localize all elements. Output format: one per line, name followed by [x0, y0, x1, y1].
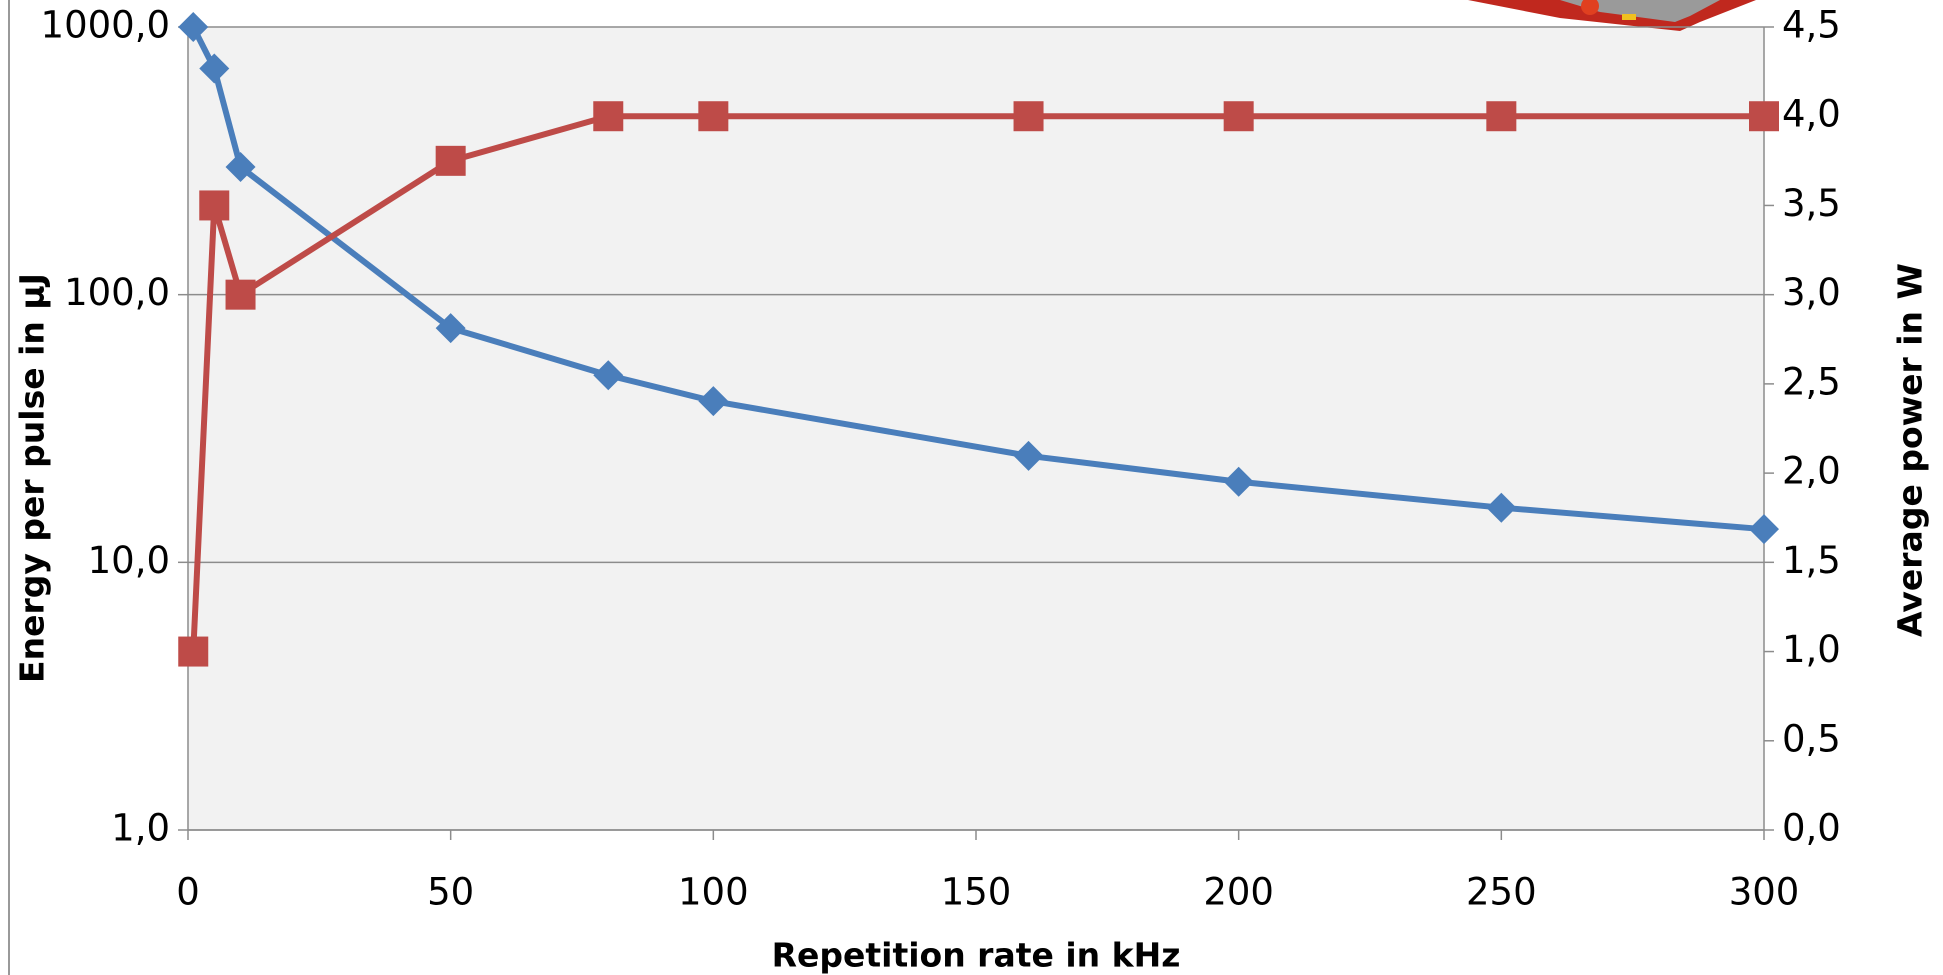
y-tick-label: 10,0	[88, 539, 170, 582]
series-line	[190, 113, 1764, 652]
y2-tick-label: 2,5	[1782, 360, 1841, 403]
y2-tick-label: 0,0	[1782, 807, 1841, 850]
marker	[593, 360, 624, 391]
y2-tick-label: 0,5	[1782, 717, 1841, 760]
marker	[178, 636, 209, 667]
y-tick-label: 1,0	[111, 807, 170, 850]
marker	[225, 279, 256, 310]
x-tick-label: 150	[941, 871, 1012, 914]
y-tick-label: 100,0	[64, 271, 170, 314]
marker	[593, 101, 624, 132]
y2-tick-label: 3,0	[1782, 271, 1841, 314]
y2-tick-label: 2,0	[1782, 450, 1841, 493]
marker	[1223, 466, 1254, 497]
y2-tick-label: 1,0	[1782, 628, 1841, 671]
marker	[1749, 514, 1779, 545]
x-tick-label: 300	[1729, 871, 1800, 914]
marker	[435, 145, 466, 176]
plot-area	[188, 27, 1764, 830]
x-tick-label: 100	[678, 871, 749, 914]
product-image	[1468, 0, 1756, 31]
x-tick-label: 200	[1203, 871, 1274, 914]
marker	[199, 53, 230, 84]
x-axis-title: Repetition rate in kHz	[772, 936, 1181, 975]
marker	[1223, 101, 1254, 132]
marker	[1013, 101, 1044, 132]
y-axis-title: Energy per pulse in µJ	[13, 273, 52, 683]
marker	[1749, 101, 1779, 132]
y2-tick-label: 3,5	[1782, 182, 1841, 225]
marker	[199, 190, 230, 221]
marker	[1013, 440, 1044, 471]
series-line	[190, 25, 1765, 533]
y2-axis-title: Average power in W	[1891, 263, 1930, 637]
y-tick-label: 1000,0	[41, 4, 170, 47]
marker	[435, 313, 466, 344]
y2-tick-label: 1,5	[1782, 539, 1841, 582]
marker	[1486, 492, 1517, 523]
marker	[698, 386, 729, 417]
marker	[225, 151, 256, 182]
x-tick-label: 250	[1466, 871, 1537, 914]
marker	[1486, 101, 1517, 132]
x-tick-label: 0	[176, 871, 200, 914]
marker	[698, 101, 729, 132]
marker	[178, 12, 209, 42]
x-tick-label: 50	[427, 871, 474, 914]
y2-tick-label: 4,5	[1782, 4, 1841, 47]
y2-tick-label: 4,0	[1782, 93, 1841, 136]
